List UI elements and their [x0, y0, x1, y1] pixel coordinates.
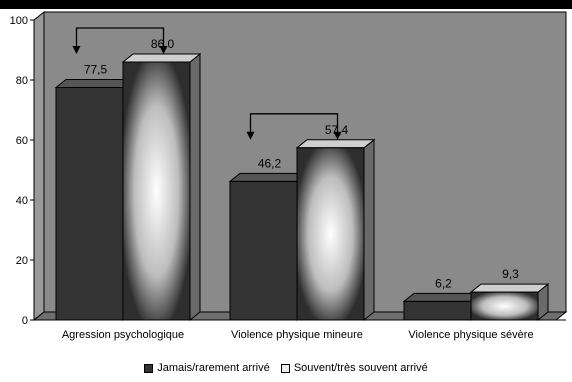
- legend-item-jamais: Jamais/rarement arrivé: [144, 362, 270, 374]
- data-label-s0-c0: 77,5: [84, 63, 108, 77]
- data-label-s0-c1: 46,2: [258, 156, 282, 170]
- bars: [54, 52, 550, 322]
- bar-side-s1-c1: [363, 138, 375, 322]
- bracket-arrow-right-0: [159, 46, 168, 54]
- bar-top-s0-c1: [228, 172, 309, 182]
- legend-item-souvent: Souvent/très souvent arrivé: [280, 362, 428, 374]
- labels: 77,5 86,0 Agression psychologique 46,2 57,4 V…: [62, 27, 534, 341]
- y-tick-label: 20: [16, 255, 28, 267]
- legend-swatch-dark: [144, 363, 154, 373]
- bracket-arrow-right-1: [333, 131, 342, 140]
- bar-top-s1-c2: [469, 283, 550, 293]
- data-label-s1-c0: 86,0: [151, 37, 175, 51]
- bar-s0-c2: [403, 300, 472, 321]
- legend-label-souvent: Souvent/très souvent arrivé: [293, 362, 428, 374]
- bar-s0-c0: [55, 87, 124, 321]
- y-tick-label: 40: [16, 195, 28, 207]
- bar-top-s1-c0: [121, 53, 202, 63]
- bar-top-s0-c0: [54, 79, 135, 88]
- y-tick-label: 100: [10, 15, 28, 27]
- bar-side-s1-c0: [189, 52, 201, 322]
- bracket-arrow-left-0: [72, 46, 81, 54]
- legend-label-jamais: Jamais/rarement arrivé: [157, 362, 270, 374]
- y-tick-label: 80: [16, 75, 28, 87]
- data-label-s1-c2: 9,3: [502, 267, 519, 281]
- bracket-0: [75, 27, 165, 50]
- top-bar: [0, 0, 572, 9]
- bar-s1-c2: [470, 291, 539, 321]
- bar-s0-c1: [229, 180, 298, 321]
- y-tick-label: 60: [16, 135, 28, 147]
- category-label-0: Agression psychologique: [62, 329, 184, 341]
- y-tick-label: 0: [22, 315, 28, 327]
- bar-chart: 0 20 40 60 80 100 77,5 86,0 Agression psycholog…: [10, 10, 568, 341]
- legend-swatch-light: [280, 363, 290, 373]
- bracket-arrow-left-1: [246, 131, 255, 140]
- legend: Jamais/rarement arrivé Souvent/très souv…: [0, 362, 572, 376]
- data-label-s0-c2: 6,2: [435, 276, 452, 290]
- bar-top-s1-c1: [295, 139, 376, 149]
- data-label-s1-c1: 57,4: [325, 123, 349, 137]
- bar-top-s0-c2: [402, 292, 483, 302]
- bar-s1-c1: [296, 147, 365, 321]
- side-wall: [33, 10, 45, 322]
- category-label-1: Violence physique mineure: [231, 329, 363, 341]
- bar-s1-c0: [122, 61, 191, 321]
- bracket-1: [249, 113, 339, 136]
- category-label-2: Violence physique sévère: [408, 329, 533, 341]
